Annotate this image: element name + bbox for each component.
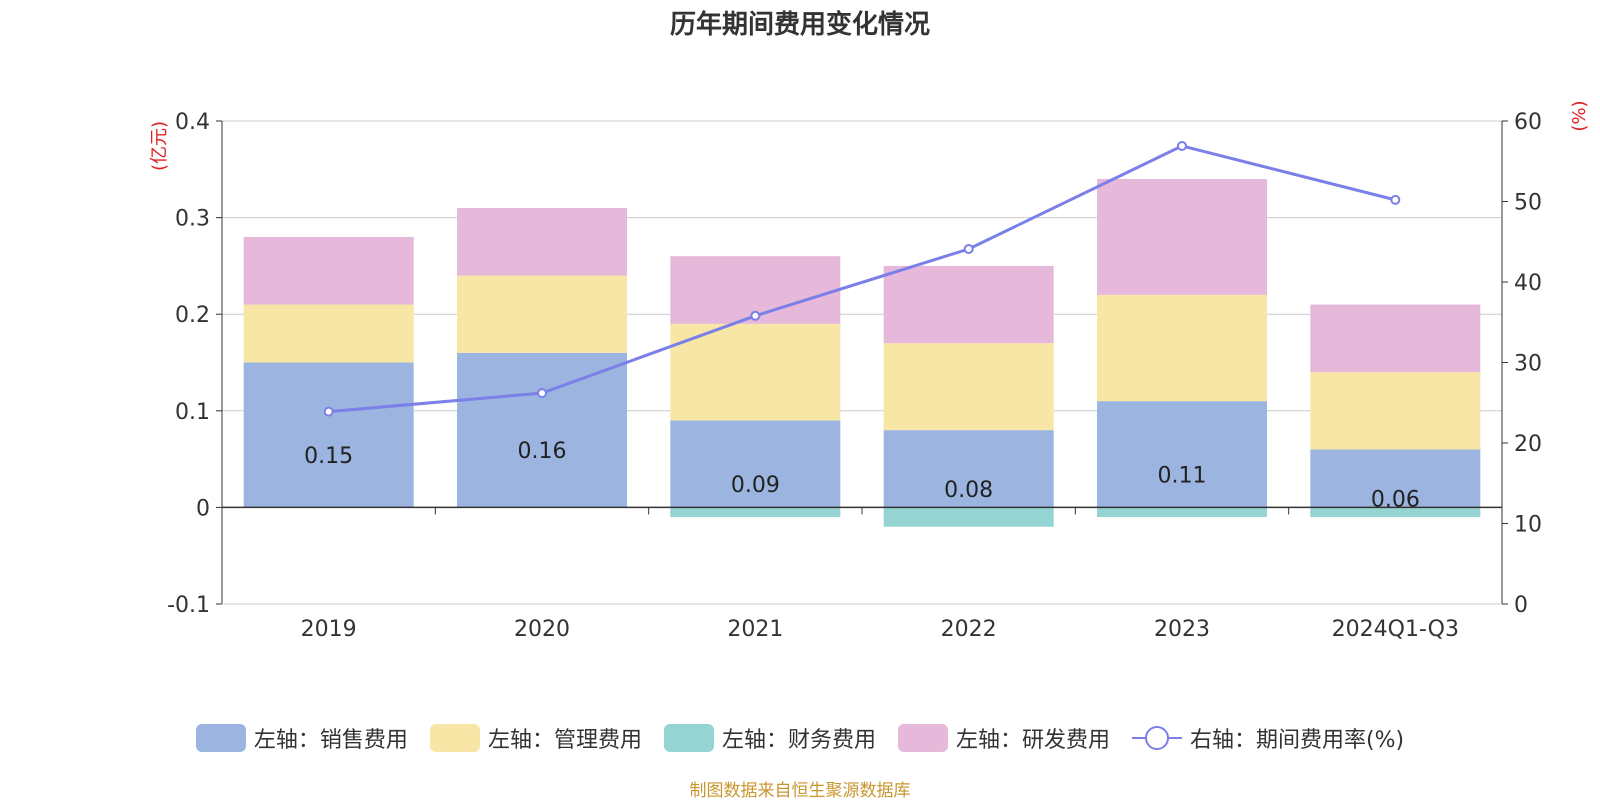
bar-rd (457, 207, 627, 276)
line-point (323, 406, 334, 417)
bar-finance (1310, 507, 1481, 518)
y-right-tick-label: 30 (1514, 352, 1542, 377)
legend-item-expense-rate[interactable]: 右轴：期间费用率(%) (1131, 722, 1405, 754)
legend-item-rd[interactable]: 左轴：研发费用 (897, 722, 1110, 754)
line-point (1177, 140, 1187, 151)
legend: 左轴：销售费用 左轴：管理费用 左轴：财务费用 左轴：研发费用 右轴：期间费用率… (0, 720, 1600, 756)
bar-rd (243, 236, 414, 305)
data-label: 0.11 (1158, 463, 1207, 488)
legend-label-expense-rate: 右轴：期间费用率(%) (1189, 728, 1405, 753)
legend-item-sales[interactable]: 左轴：销售费用 (195, 722, 408, 754)
data-label: 0.15 (304, 444, 353, 469)
legend-label-sales: 左轴：销售费用 (253, 728, 408, 753)
bar-sales (1097, 401, 1267, 508)
bar-admin (457, 275, 627, 353)
legend-swatch-admin (429, 724, 480, 752)
line-expense-rate (328, 144, 1396, 414)
y-right-axis-unit: (%) (1569, 100, 1590, 131)
x-tick-label: 2022 (941, 617, 997, 642)
bar-finance (883, 507, 1054, 527)
bar-sales (670, 420, 841, 508)
bar-admin (670, 323, 841, 421)
data-label: 0.09 (731, 473, 780, 498)
bar-finance (1097, 507, 1267, 518)
legend-line-marker-icon (1131, 724, 1182, 752)
x-tick-label: 2021 (727, 617, 783, 642)
x-tick-label: 2024Q1-Q3 (1332, 617, 1459, 642)
line-point (750, 310, 761, 321)
bar-sales (883, 430, 1054, 508)
data-label: 0.06 (1371, 487, 1420, 512)
x-tick-label: 2023 (1154, 617, 1210, 642)
y-left-axis-unit: (亿元) (149, 121, 170, 171)
y-left-tick-label: 0.1 (175, 400, 210, 425)
bar-sales (1310, 449, 1481, 508)
x-tick-label: 2019 (301, 617, 357, 642)
y-left-tick-label: 0 (196, 496, 210, 521)
bar-rd (1097, 178, 1267, 295)
chart-plot: -0.1 0 0.1 0.2 0.3 0.4 0 10 20 30 40 50 60 (亿元) (%) 201… (149, 100, 1590, 642)
legend-swatch-finance (663, 724, 714, 752)
bar-rd (1310, 304, 1481, 373)
line-point (537, 388, 547, 399)
y-left-tick-label: -0.1 (167, 593, 210, 618)
legend-label-rd: 左轴：研发费用 (955, 728, 1110, 753)
bar-admin (1097, 294, 1267, 402)
bar-sales (243, 362, 414, 508)
line-point (963, 243, 974, 254)
data-label: 0.16 (518, 439, 567, 464)
y-left-tick-label: 0.3 (175, 207, 210, 232)
bar-finance (670, 507, 841, 518)
bar-admin (883, 343, 1054, 431)
y-right-tick-label: 10 (1514, 513, 1542, 538)
bar-admin (243, 304, 414, 363)
data-label: 0.08 (944, 478, 993, 503)
source-note: 制图数据来自恒生聚源数据库 (689, 781, 911, 801)
y-right-tick-label: 60 (1514, 110, 1542, 135)
y-right-tick-label: 50 (1514, 191, 1542, 216)
y-right-tick-label: 20 (1514, 432, 1542, 457)
legend-label-finance: 左轴：财务费用 (721, 728, 876, 753)
y-left-tick-label: 0.4 (175, 110, 210, 135)
legend-swatch-rd (897, 724, 948, 752)
bar-rd (883, 265, 1054, 344)
bar-sales (457, 352, 627, 508)
legend-item-admin[interactable]: 左轴：管理费用 (429, 722, 642, 754)
y-left-tick-label: 0.2 (175, 303, 210, 328)
legend-swatch-sales (195, 724, 246, 752)
y-right-tick-label: 40 (1514, 271, 1542, 296)
x-tick-label: 2020 (514, 617, 570, 642)
legend-item-finance[interactable]: 左轴：财务费用 (663, 722, 876, 754)
legend-label-admin: 左轴：管理费用 (487, 728, 642, 753)
bar-admin (1310, 372, 1481, 450)
y-right-tick-label: 0 (1514, 593, 1528, 618)
chart-title: 历年期间费用变化情况 (669, 10, 930, 40)
line-point (1390, 194, 1401, 205)
